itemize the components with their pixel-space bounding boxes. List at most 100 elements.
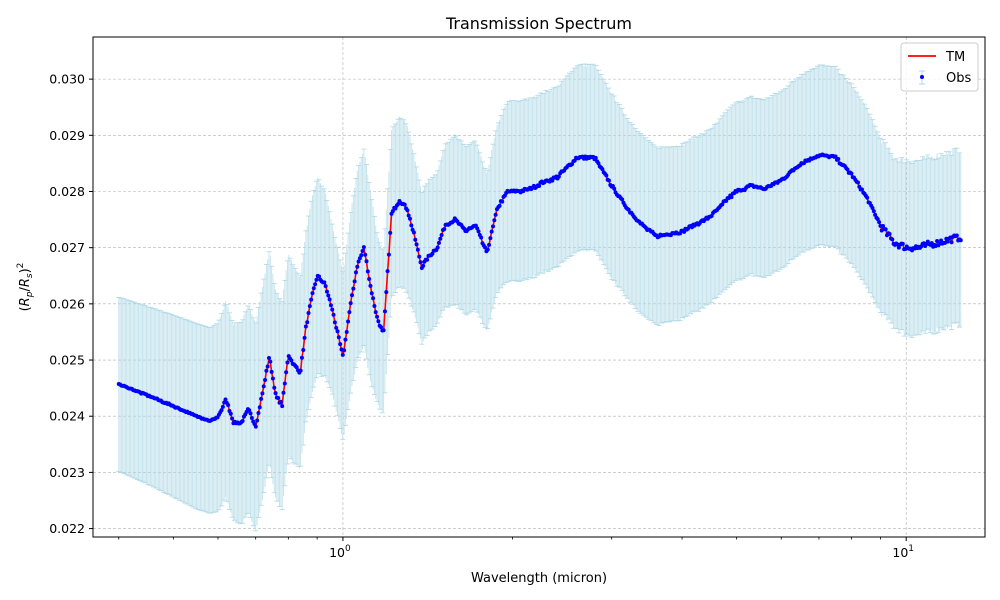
obs-point (278, 399, 283, 404)
obs-point (334, 325, 339, 330)
legend-obs-label: Obs (946, 71, 971, 86)
obs-point (294, 365, 299, 370)
y-tick-label: 0.030 (49, 72, 85, 87)
obs-point (324, 289, 329, 294)
obs-point (336, 335, 341, 340)
obs-point (537, 184, 542, 189)
obs-point (883, 227, 888, 232)
obs-point (836, 156, 841, 161)
obs-point (414, 242, 419, 247)
plot-frame (92, 36, 986, 538)
obs-point (386, 252, 391, 257)
obs-point (682, 229, 687, 234)
obs-point (351, 286, 356, 291)
obs-point (289, 358, 294, 363)
obs-point (390, 209, 395, 214)
obs-point (382, 309, 387, 314)
obs-point (372, 303, 377, 308)
obs-point (302, 335, 307, 340)
obs-point (411, 230, 416, 235)
x-axis-label: Wavelength (micron) (471, 571, 607, 586)
obs-point (935, 239, 940, 244)
obs-point (219, 408, 224, 413)
obs-point (342, 348, 347, 353)
obs-point (255, 418, 260, 423)
obs-point (887, 231, 892, 236)
y-tick-label: 0.027 (49, 240, 85, 255)
obs-point (958, 238, 963, 243)
obs-point (330, 307, 335, 312)
obs-point (384, 290, 389, 295)
obs-point (348, 301, 353, 306)
obs-point (360, 249, 365, 254)
obs-point (596, 161, 601, 166)
obs-point (604, 173, 609, 178)
obs-point (260, 391, 265, 396)
obs-point (346, 319, 351, 324)
obs-point (371, 296, 376, 301)
x-tick-label: 100 (329, 544, 351, 560)
obs-point (328, 303, 333, 308)
obs-point (223, 397, 228, 402)
obs-point (335, 329, 340, 334)
obs-point (881, 224, 886, 229)
obs-point (373, 310, 378, 315)
y-axis-label: (Rp/Rs)2 (16, 263, 35, 312)
obs-point (266, 355, 271, 360)
obs-point (220, 404, 225, 409)
obs-point (949, 240, 954, 245)
obs-point (307, 304, 312, 309)
obs-point (359, 253, 364, 258)
obs-point (317, 274, 322, 279)
obs-point (870, 206, 875, 211)
obs-point (228, 411, 233, 416)
obs-point (272, 385, 277, 390)
obs-point (303, 324, 308, 329)
obs-point (284, 370, 289, 375)
y-tick-label: 0.023 (49, 465, 85, 480)
obs-point (612, 186, 617, 191)
obs-point (306, 311, 311, 316)
obs-point (248, 411, 253, 416)
obs-point (487, 242, 492, 247)
obs-point (369, 291, 374, 296)
obs-point (388, 230, 393, 235)
obs-point (442, 227, 447, 232)
obs-point (364, 259, 369, 264)
obs-point (230, 416, 235, 421)
obs-point (322, 280, 327, 285)
obs-point (256, 410, 261, 415)
obs-point (877, 220, 882, 225)
x-tick-label: 101 (892, 544, 914, 560)
y-tick-label: 0.022 (49, 521, 85, 536)
obs-point (226, 403, 231, 408)
obs-point (492, 218, 497, 223)
obs-point (368, 283, 373, 288)
obs-point (259, 396, 264, 401)
obs-point (620, 197, 625, 202)
obs-point (476, 229, 481, 234)
plot-area (93, 37, 985, 537)
obs-point (355, 264, 360, 269)
chart-title: Transmission Spectrum (445, 14, 632, 33)
obs-point (365, 269, 370, 274)
obs-point (311, 286, 316, 291)
obs-point (305, 320, 310, 325)
obs-point (489, 229, 494, 234)
obs-point (488, 236, 493, 241)
obs-point (367, 277, 372, 282)
obs-point (344, 329, 349, 334)
legend-tm-label: TM (945, 50, 965, 65)
obs-point (865, 195, 870, 200)
obs-point (550, 178, 555, 183)
obs-point (500, 199, 505, 204)
obs-point (493, 212, 498, 217)
obs-point (281, 390, 286, 395)
obs-point (361, 245, 366, 250)
obs-point (249, 415, 254, 420)
obs-point (871, 209, 876, 214)
obs-point (435, 245, 440, 250)
obs-point (491, 224, 496, 229)
obs-point (263, 378, 268, 383)
y-tick-label: 0.026 (49, 296, 85, 311)
